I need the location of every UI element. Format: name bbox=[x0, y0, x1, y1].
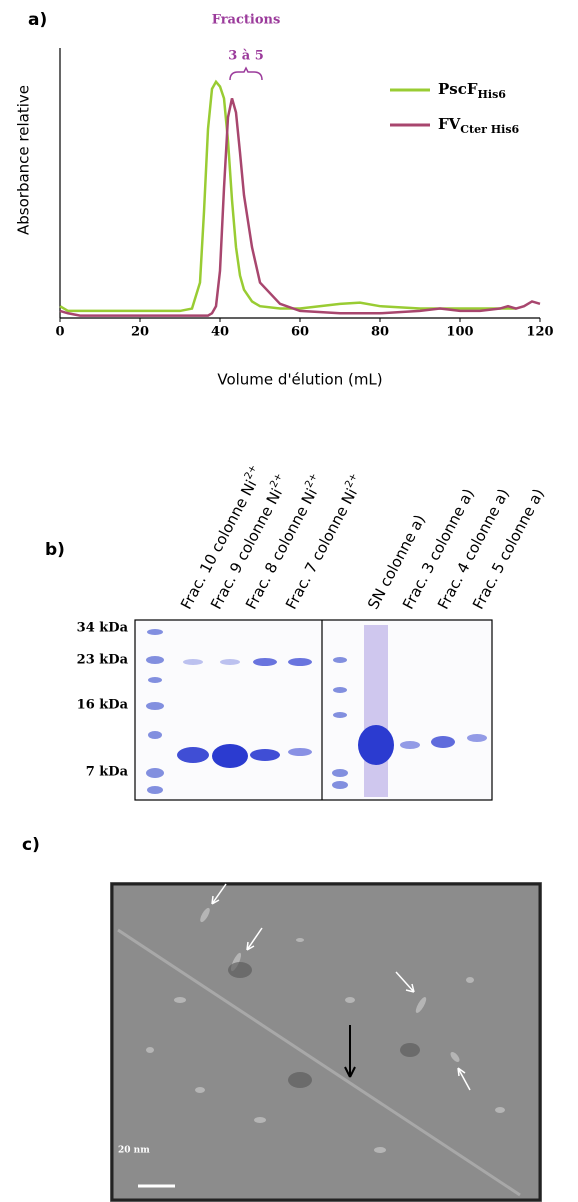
particles bbox=[146, 907, 505, 1153]
x-tick-label: 40 bbox=[211, 325, 229, 340]
scale-label: 20 nm bbox=[118, 1146, 150, 1156]
lane-sup: 2+ bbox=[268, 471, 285, 489]
marker-label: 23 kDa bbox=[77, 653, 129, 668]
stain-spots bbox=[228, 962, 420, 1088]
x-tick-label: 0 bbox=[55, 325, 64, 340]
filament bbox=[117, 928, 521, 1197]
legend-name: FV bbox=[438, 115, 461, 133]
legend-label: FVCter His6 bbox=[438, 115, 520, 136]
marker-label: 16 kDa bbox=[77, 698, 129, 713]
panel-label: c) bbox=[22, 835, 40, 855]
lane-sup: 2+ bbox=[243, 463, 260, 481]
lane-sup: 2+ bbox=[343, 471, 360, 489]
annotation: Fractions bbox=[212, 13, 281, 28]
x-axis-label: Volume d'élution (mL) bbox=[217, 371, 382, 389]
panel-label: a) bbox=[28, 10, 47, 30]
x-tick-label: 60 bbox=[291, 325, 309, 340]
x-tick-label: 20 bbox=[131, 325, 149, 340]
x-tick-label: 120 bbox=[526, 325, 553, 340]
x-tick-label: 80 bbox=[371, 325, 389, 340]
annotation: 3 à 5 bbox=[228, 49, 264, 64]
legend-name: PscF bbox=[438, 80, 478, 98]
em-frame bbox=[110, 882, 542, 1202]
marker-label: 7 kDa bbox=[86, 765, 129, 780]
legend-subscript: Cter His6 bbox=[460, 123, 519, 136]
em-background bbox=[110, 882, 542, 1202]
sample-bands bbox=[177, 625, 487, 797]
white-arrows bbox=[211, 883, 471, 1091]
gel-image bbox=[134, 619, 493, 801]
em-image: 20 nm bbox=[110, 882, 542, 1202]
y-axis-label: Absorbance relative bbox=[15, 85, 33, 235]
lane-sup: 2+ bbox=[303, 471, 320, 489]
bracket bbox=[229, 66, 263, 81]
panel-label: b) bbox=[45, 540, 65, 560]
marker-label: 34 kDa bbox=[77, 621, 129, 636]
x-tick-label: 100 bbox=[446, 325, 473, 340]
legend-label: PscFHis6 bbox=[438, 80, 506, 101]
legend-subscript: His6 bbox=[478, 88, 507, 101]
black-arrow bbox=[344, 1025, 356, 1078]
marker-bands bbox=[146, 629, 348, 794]
gel-frame bbox=[134, 619, 493, 801]
series-line bbox=[59, 98, 541, 317]
